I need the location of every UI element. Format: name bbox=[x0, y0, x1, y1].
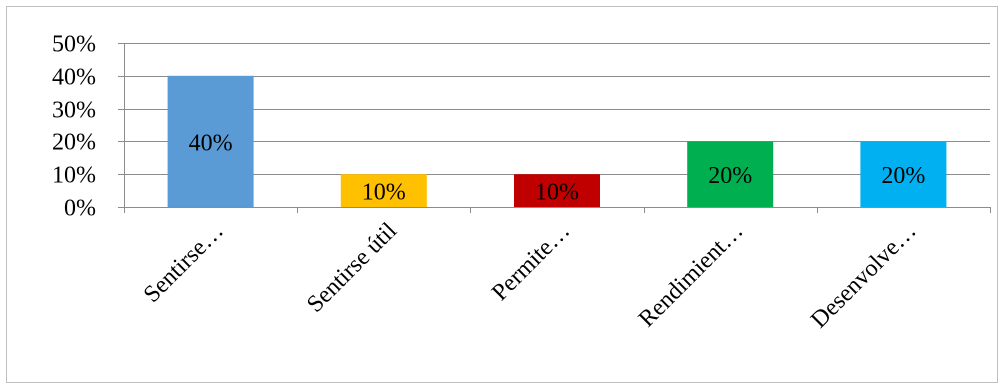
bar bbox=[167, 75, 254, 207]
bar bbox=[340, 174, 427, 207]
y-tick-label: 30% bbox=[52, 98, 96, 124]
data-label: 40% bbox=[189, 130, 233, 156]
data-label: 20% bbox=[708, 163, 752, 189]
data-label: 20% bbox=[881, 163, 925, 189]
y-tick-label: 40% bbox=[52, 65, 96, 91]
y-tick-label: 20% bbox=[52, 130, 96, 156]
data-label: 10% bbox=[535, 180, 579, 206]
bar bbox=[687, 141, 774, 207]
y-tick-label: 0% bbox=[64, 196, 96, 222]
y-tick-label: 50% bbox=[52, 32, 96, 58]
y-axis: 0% 10% 20% 30% 40% 50% bbox=[52, 32, 125, 222]
bar bbox=[860, 141, 947, 207]
data-label: 10% bbox=[362, 180, 406, 206]
y-tick-label: 10% bbox=[52, 163, 96, 189]
bars: 40% 10% 10% 20% 20% bbox=[167, 75, 947, 207]
bar bbox=[514, 174, 600, 207]
gridlines bbox=[124, 43, 990, 175]
chart-border bbox=[6, 6, 998, 383]
